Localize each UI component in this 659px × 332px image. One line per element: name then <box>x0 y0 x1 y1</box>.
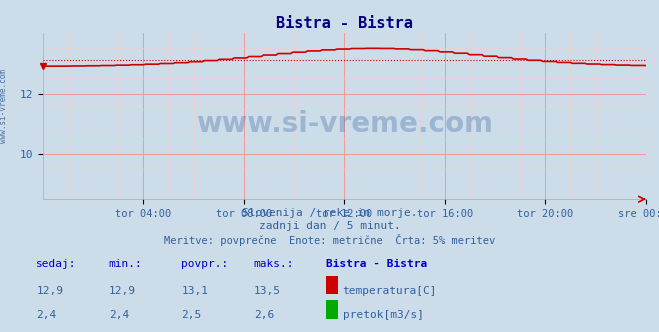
Text: pretok[m3/s]: pretok[m3/s] <box>343 310 424 320</box>
Text: 12,9: 12,9 <box>36 286 63 295</box>
Text: Slovenija / reke in morje.: Slovenija / reke in morje. <box>242 208 417 217</box>
Text: 2,6: 2,6 <box>254 310 274 320</box>
Text: www.si-vreme.com: www.si-vreme.com <box>196 111 493 138</box>
Text: 2,5: 2,5 <box>181 310 202 320</box>
Text: sedaj:: sedaj: <box>36 259 76 269</box>
Text: 13,5: 13,5 <box>254 286 281 295</box>
Text: Meritve: povprečne  Enote: metrične  Črta: 5% meritev: Meritve: povprečne Enote: metrične Črta:… <box>164 234 495 246</box>
Text: maks.:: maks.: <box>254 259 294 269</box>
Text: www.si-vreme.com: www.si-vreme.com <box>0 69 8 143</box>
Text: zadnji dan / 5 minut.: zadnji dan / 5 minut. <box>258 221 401 231</box>
Text: 2,4: 2,4 <box>109 310 129 320</box>
Text: 12,9: 12,9 <box>109 286 136 295</box>
Text: temperatura[C]: temperatura[C] <box>343 286 437 295</box>
Title: Bistra - Bistra: Bistra - Bistra <box>276 16 413 31</box>
Text: povpr.:: povpr.: <box>181 259 229 269</box>
Text: min.:: min.: <box>109 259 142 269</box>
Text: 13,1: 13,1 <box>181 286 208 295</box>
Text: Bistra - Bistra: Bistra - Bistra <box>326 259 428 269</box>
Text: 2,4: 2,4 <box>36 310 57 320</box>
